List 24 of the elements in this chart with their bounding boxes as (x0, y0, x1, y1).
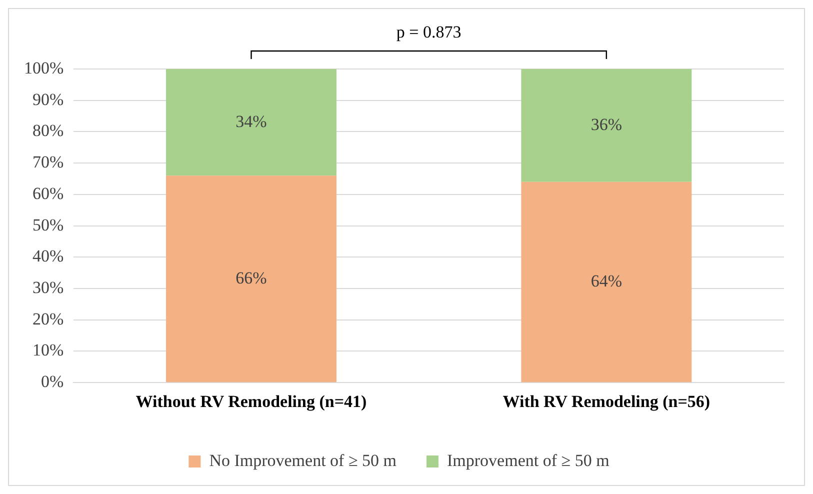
text: p = 0.873 (396, 22, 462, 42)
y-tick-label: 90% (32, 90, 64, 109)
y-tick-label: 60% (32, 184, 64, 203)
bar (166, 176, 336, 382)
y-tick-label: 100% (24, 58, 64, 78)
x-tick-label: With RV Remodeling (n=56) (502, 392, 710, 412)
y-tick-label: 70% (32, 152, 64, 172)
bar (521, 69, 692, 182)
y-tick-label: 10% (32, 340, 64, 360)
legend-label: Improvement of ≥ 50 m (447, 450, 610, 470)
y-tick-label: 80% (32, 121, 64, 140)
y-tick-label: 40% (32, 246, 64, 266)
bar (166, 69, 336, 176)
data-label: 34% (236, 112, 267, 131)
y-tick-label: 50% (32, 215, 64, 234)
data-label: 66% (236, 268, 267, 288)
y-tick-label: 30% (32, 278, 64, 297)
data-label: 36% (590, 114, 622, 134)
x-tick-label: Without RV Remodeling (n=41) (136, 392, 367, 412)
bar (521, 182, 692, 382)
y-tick-label: 0% (40, 372, 64, 392)
y-tick-label: 20% (32, 309, 64, 328)
legend-label: No Improvement of ≥ 50 m (209, 450, 397, 470)
data-label: 64% (590, 271, 622, 290)
